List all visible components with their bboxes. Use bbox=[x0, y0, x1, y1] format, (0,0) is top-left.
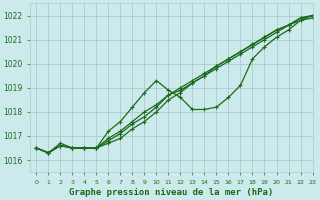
X-axis label: Graphe pression niveau de la mer (hPa): Graphe pression niveau de la mer (hPa) bbox=[69, 188, 274, 197]
